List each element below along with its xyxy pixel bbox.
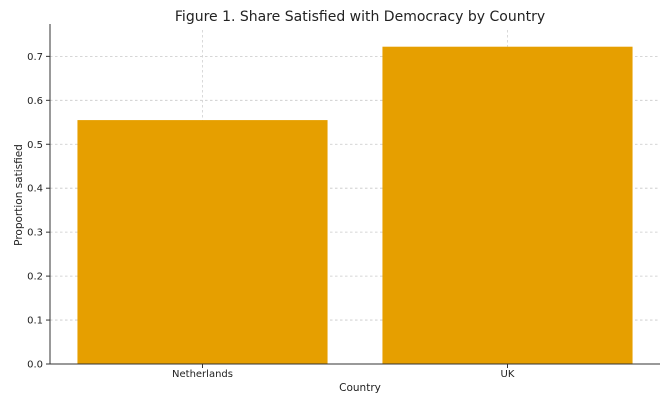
y-tick-label: 0.2	[27, 272, 43, 283]
bar-netherlands	[77, 120, 328, 364]
y-tick-label: 0.3	[27, 228, 43, 239]
y-axis-label: Proportion satisfied	[13, 144, 25, 246]
axes	[46, 24, 660, 368]
y-tick-label: 0.4	[27, 184, 43, 195]
x-tick-label: UK	[501, 369, 515, 380]
y-tick-label: 0.7	[27, 52, 43, 63]
x-axis-label: Country	[339, 382, 381, 394]
bar-uk	[382, 46, 633, 364]
y-tick-label: 0.6	[27, 96, 43, 107]
x-tick-label: Netherlands	[172, 369, 233, 380]
y-tick-label: 0.0	[27, 360, 43, 371]
tick-labels: 0.0 0.1 0.2 0.3 0.4 0.5 0.6 0.7 Netherlands UK	[27, 52, 515, 380]
y-tick-label: 0.5	[27, 140, 43, 151]
bars	[77, 46, 633, 364]
y-tick-label: 0.1	[27, 316, 43, 327]
chart-title: Figure 1. Share Satisfied with Democracy…	[175, 9, 545, 25]
